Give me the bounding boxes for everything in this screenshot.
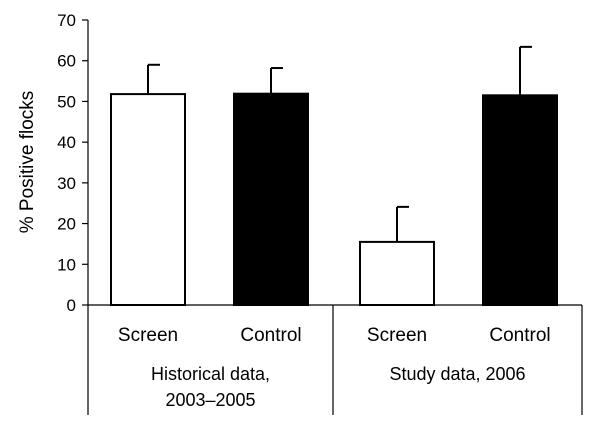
y-tick-label: 50 <box>57 92 76 111</box>
y-tick-label: 0 <box>67 296 76 315</box>
y-axis-label: % Positive flocks <box>17 91 38 234</box>
x-category-label: Screen <box>367 325 427 346</box>
y-tick-label: 30 <box>57 174 76 193</box>
x-category-label: Control <box>240 325 301 346</box>
y-tick-label: 10 <box>57 255 76 274</box>
y-tick-label: 20 <box>57 215 76 234</box>
bar <box>110 93 186 306</box>
x-category-label: Screen <box>118 325 178 346</box>
plot-area: 0 10 20 30 40 50 60 70 Screen Control Historical d… <box>57 11 583 415</box>
bar <box>359 240 435 306</box>
x-category-label: Control <box>489 325 550 346</box>
y-tick-label: 70 <box>57 11 76 30</box>
y-tick-label: 40 <box>57 133 76 152</box>
x-group-label: Historical data, <box>151 364 270 384</box>
bar <box>233 92 309 306</box>
y-tick-label: 60 <box>57 52 76 71</box>
x-group-label: Study data, 2006 <box>389 364 525 384</box>
x-group-label: 2003–2005 <box>165 390 255 410</box>
bar <box>482 94 558 306</box>
